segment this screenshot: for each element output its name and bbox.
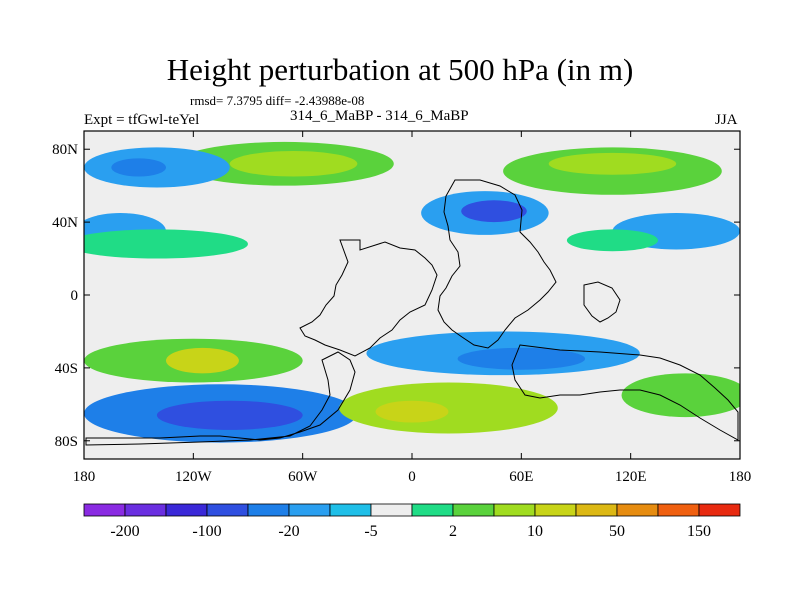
south-america-coastline <box>85 351 356 446</box>
season-label: JJA <box>715 112 738 128</box>
anomaly-region-sh-indian-negative-core <box>457 347 586 370</box>
y-tick-label-0: 80N <box>52 142 78 158</box>
colorbar-box-1 <box>124 503 167 517</box>
colorbar-box-13 <box>616 503 659 517</box>
colorbar-label-5: 10 <box>527 523 543 540</box>
rmsd-diff-stats: rmsd= 7.3795 diff= -2.43988e-08 <box>190 93 365 108</box>
colorbar-box-0 <box>83 503 126 517</box>
anomaly-region-sh-atlantic-positive-core <box>375 400 449 423</box>
colorbar-label-3: -5 <box>364 523 377 540</box>
y-tick-label-1: 40N <box>52 215 78 231</box>
anomaly-region-sh-atlantic-positive <box>339 382 558 434</box>
colorbar-box-9 <box>452 503 495 517</box>
colorbar-box-15 <box>698 503 741 517</box>
x-axis: 180 120W 60W 0 60E 120E 180 <box>73 131 752 485</box>
colorbar-box-8 <box>411 503 454 517</box>
colorbar-box-12 <box>575 503 618 517</box>
x-tick-label-6: 180 <box>729 469 752 485</box>
colorbar-label-0: -200 <box>110 523 139 540</box>
anomaly-region-nh-eurasia-positive-core <box>548 152 677 175</box>
americas-coastline <box>299 239 438 357</box>
chart-title: Height perturbation at 500 hPa (in m) <box>166 52 634 87</box>
anomaly-region-nh-pacific-negative-core <box>111 158 166 177</box>
colorbar-label-1: -100 <box>192 523 221 540</box>
y-tick-label-2: 0 <box>71 288 79 304</box>
x-tick-label-0: 180 <box>73 469 96 485</box>
anomaly-region-sh-east-positive <box>621 373 740 418</box>
y-tick-label-4: 80S <box>55 434 78 450</box>
colorbar-box-5 <box>288 503 331 517</box>
coastline-outline <box>85 179 739 446</box>
colorbar-box-11 <box>534 503 577 517</box>
australia-coastline <box>583 281 621 323</box>
colorbar-box-7 <box>370 503 413 517</box>
colorbar-label-2: -20 <box>278 523 299 540</box>
antarctica-coastline <box>511 344 739 441</box>
y-axis: 80N 40N 0 40S 80S <box>52 142 740 450</box>
colorbar: -200 -100 -20 -5 2 10 50 150 <box>83 503 741 540</box>
experiment-label: Expt = tfGwl-teYel <box>84 112 200 128</box>
anomaly-region-nh-north-atlantic-negative-core <box>461 200 527 223</box>
colorbar-box-14 <box>657 503 700 517</box>
anomaly-region-sh-pacific-positive-core <box>166 347 239 374</box>
x-tick-label-1: 120W <box>175 469 213 485</box>
africa-coastline <box>437 179 557 349</box>
anomaly-region-nh-arctic-positive-core <box>229 151 358 177</box>
x-tick-label-3: 0 <box>408 469 416 485</box>
colorbar-box-3 <box>206 503 249 517</box>
y-tick-label-3: 40S <box>55 361 78 377</box>
anomaly-region-nh-subtropic-positive <box>566 229 658 252</box>
comparison-label: 314_6_MaBP - 314_6_MaBP <box>290 108 469 124</box>
colorbar-label-7: 150 <box>687 523 711 540</box>
colorbar-label-4: 2 <box>449 523 457 540</box>
colorbar-box-10 <box>493 503 536 517</box>
colorbar-label-6: 50 <box>609 523 625 540</box>
anomaly-region-nh-midlat-positive <box>84 229 248 259</box>
colorbar-box-6 <box>329 503 372 517</box>
colorbar-box-2 <box>165 503 208 517</box>
x-tick-label-2: 60W <box>288 469 318 485</box>
x-tick-label-5: 120E <box>615 469 647 485</box>
colorbar-box-4 <box>247 503 290 517</box>
x-tick-label-4: 60E <box>509 469 533 485</box>
anomaly-region-sh-southern-ocean-negative-core <box>156 400 303 430</box>
